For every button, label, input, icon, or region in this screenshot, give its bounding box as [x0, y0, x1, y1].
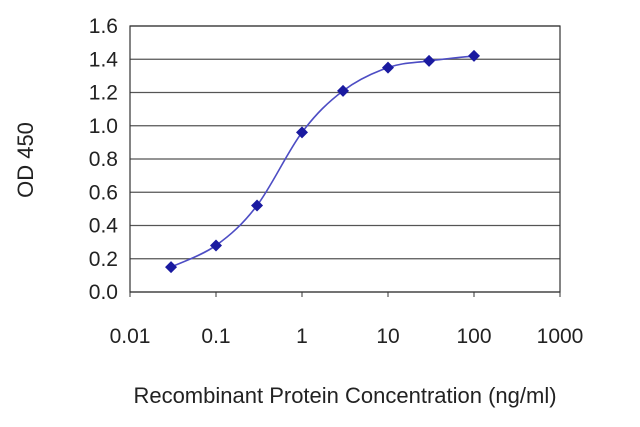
y-tick-label: 0.6: [89, 181, 118, 204]
x-tick-label: 1: [296, 325, 308, 348]
x-tick-label: 0.1: [201, 325, 230, 348]
x-tick-label: 100: [456, 325, 491, 348]
x-axis-title: Recombinant Protein Concentration (ng/ml…: [133, 383, 556, 408]
data-point: [251, 199, 264, 212]
data-point: [165, 261, 178, 274]
y-tick-labels: 0.0 0.2 0.4 0.6 0.8 1.0 1.2 1.4 1.6: [89, 15, 119, 304]
x-tick-label: 1000: [537, 325, 584, 348]
y-tick-label: 1.6: [89, 15, 118, 38]
data-point: [210, 239, 222, 252]
data-point: [423, 54, 436, 67]
y-tick-label: 1.0: [89, 115, 118, 138]
y-tick-label: 1.4: [89, 48, 119, 71]
y-tick-label: 0.2: [89, 248, 118, 271]
data-point: [468, 49, 480, 62]
data-point: [296, 126, 308, 139]
y-tick-label: 0.8: [89, 148, 118, 171]
y-axis-title: OD 450: [13, 122, 38, 198]
x-tick-label: 0.01: [110, 325, 151, 348]
x-tick-labels: 0.01 0.1 1 10 100 1000: [110, 292, 584, 348]
y-tick-label: 0.0: [89, 281, 118, 304]
plot-frame: [129, 25, 561, 293]
data-points: [165, 49, 480, 274]
x-tick-label: 10: [376, 325, 399, 348]
data-point: [382, 61, 394, 74]
y-tick-label: 1.2: [89, 82, 118, 105]
data-point: [337, 84, 350, 97]
y-tick-label: 0.4: [89, 215, 119, 238]
